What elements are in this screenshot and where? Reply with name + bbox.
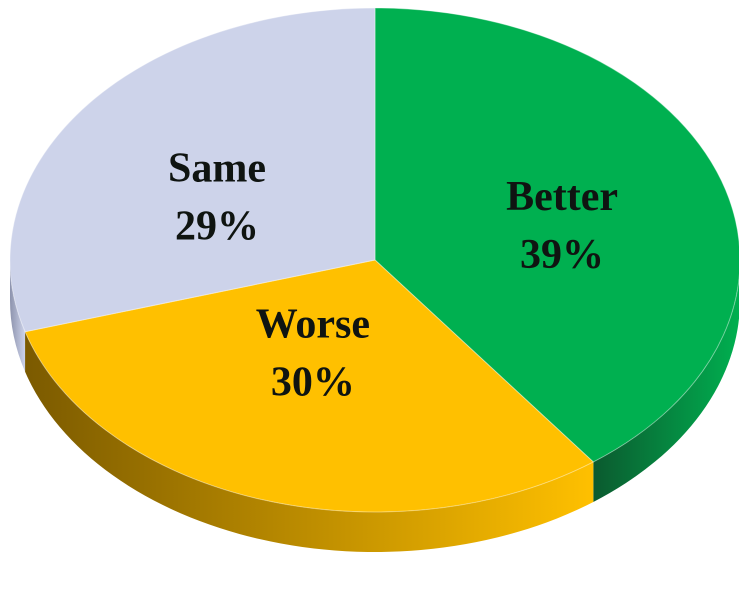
pie-label-better: Better 39% <box>506 174 618 278</box>
pie-label-better-name: Better <box>506 174 618 220</box>
pie-label-layer: Better 39% Worse 30% Same 29% <box>168 146 618 406</box>
pie-slice-side-same <box>10 260 26 372</box>
pie-slice-worse <box>24 259 595 513</box>
pie-label-worse: Worse 30% <box>256 302 370 406</box>
pie-depth-layer <box>10 260 739 553</box>
pie-slice-same <box>9 7 376 333</box>
pie-label-worse-value: 30% <box>271 360 355 406</box>
pie-label-worse-name: Worse <box>256 302 370 348</box>
pie-slice-better <box>374 7 739 463</box>
pie-slice-side-worse <box>25 331 594 553</box>
pie-slice-side-better <box>593 277 739 502</box>
pie-label-same-name: Same <box>168 146 266 192</box>
pie-label-same-value: 29% <box>175 204 259 250</box>
pie-label-same: Same 29% <box>168 146 266 250</box>
pie-label-better-value: 39% <box>520 232 604 278</box>
pie-top-layer <box>9 7 739 513</box>
